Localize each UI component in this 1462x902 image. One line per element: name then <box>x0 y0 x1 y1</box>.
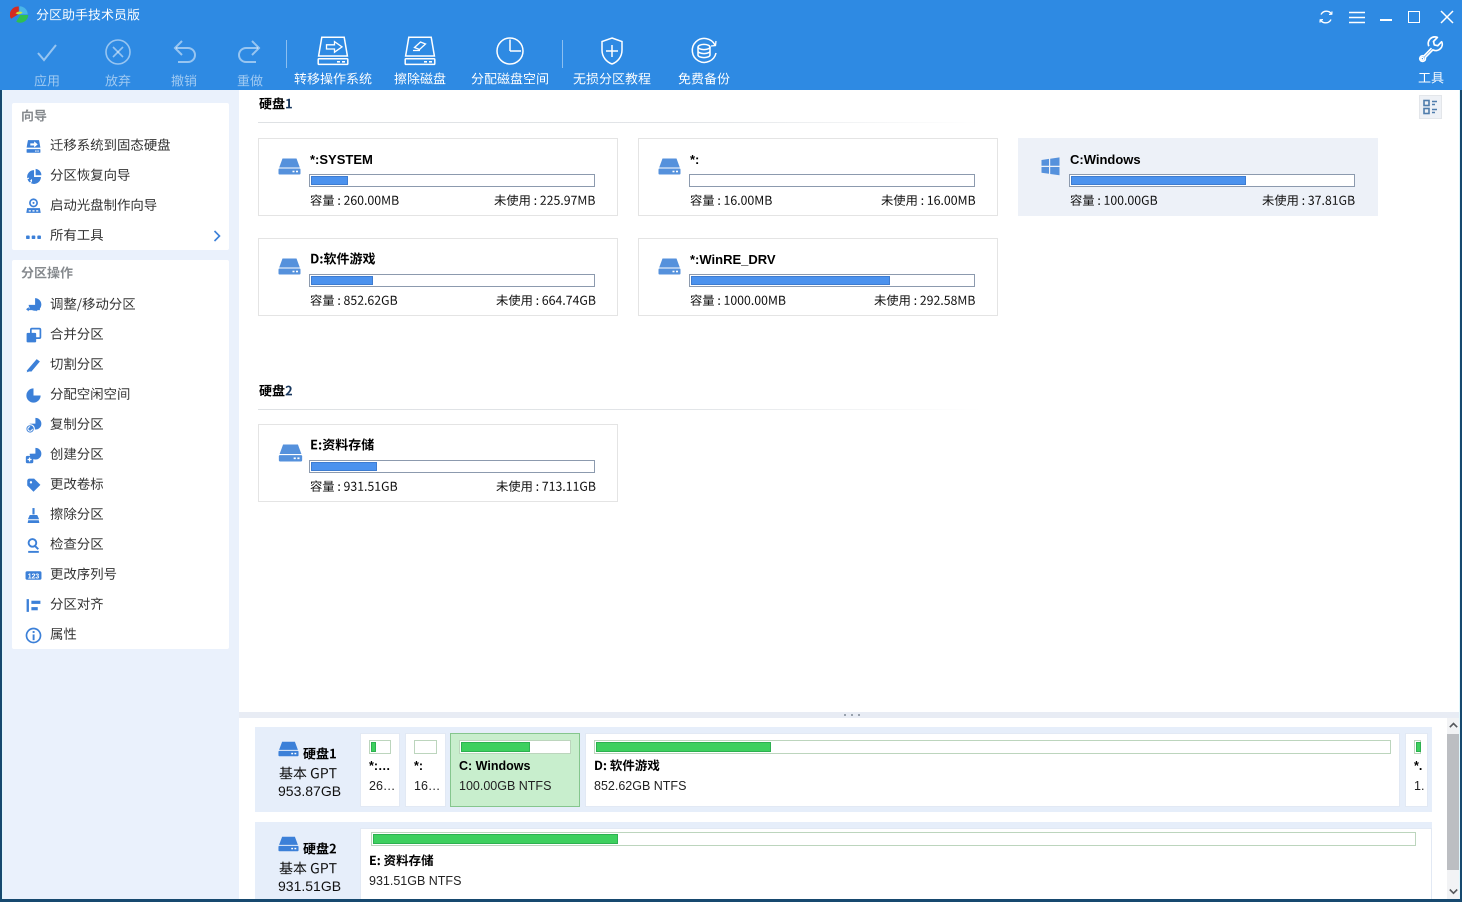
svg-text:123: 123 <box>28 573 40 580</box>
